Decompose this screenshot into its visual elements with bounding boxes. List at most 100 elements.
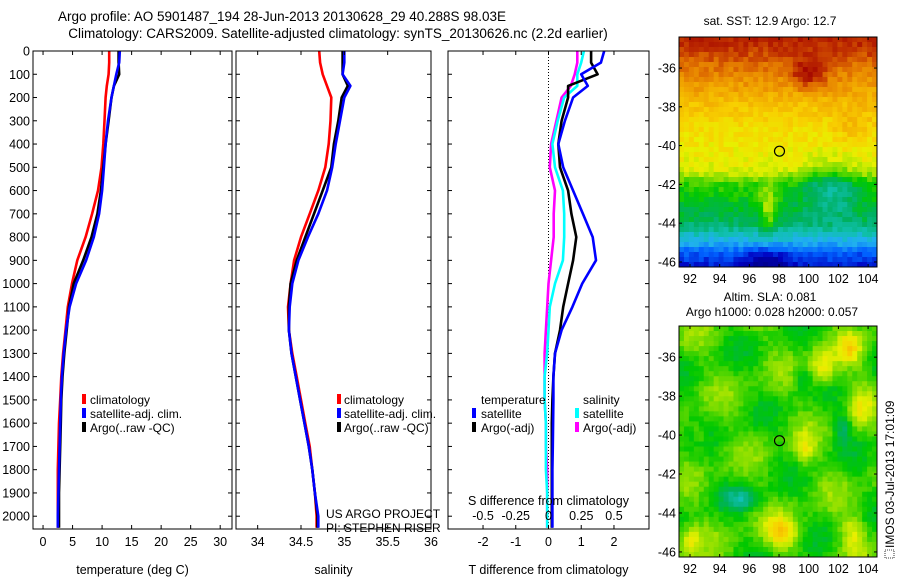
sla-cell <box>802 421 809 427</box>
sla-cell <box>842 411 848 417</box>
credit-project: US ARGO PROJECT <box>326 507 441 521</box>
sst-cell <box>802 197 809 203</box>
sst-cell <box>713 37 719 43</box>
sst-cell <box>787 177 794 183</box>
sla-cell <box>743 531 749 538</box>
sst-cell <box>842 197 848 203</box>
sst-cell <box>758 57 764 63</box>
sst-cell <box>847 257 853 263</box>
sst-cell <box>867 57 873 63</box>
sst-cell <box>683 252 690 258</box>
sst-cell <box>837 167 843 173</box>
sla-cell <box>822 511 828 518</box>
sla-cell <box>817 421 823 427</box>
sla-cell <box>817 496 823 503</box>
sst-cell <box>792 82 799 88</box>
sla-cell <box>758 376 764 382</box>
sla-cell <box>758 406 764 412</box>
sst-cell <box>743 62 749 68</box>
series-line-temperature-satellite <box>551 50 606 528</box>
sla-cell <box>679 551 685 558</box>
sla-cell <box>778 511 784 518</box>
sst-cell <box>713 147 719 153</box>
sla-cell <box>872 526 878 533</box>
sst-cell <box>842 117 848 123</box>
sla-cell <box>787 381 794 387</box>
sla-cell <box>723 536 729 543</box>
sla-cell <box>837 506 843 513</box>
sla-cell <box>802 511 809 518</box>
sst-cell <box>718 72 724 78</box>
sst-cell <box>822 77 828 83</box>
sla-cell <box>753 326 759 332</box>
sla-cell <box>763 476 769 483</box>
sst-cell <box>872 127 878 133</box>
lat-tick-label: -38 <box>658 390 676 404</box>
sla-cell <box>753 506 759 513</box>
sst-cell <box>768 187 774 193</box>
sst-cell <box>802 92 809 98</box>
sla-cell <box>807 386 814 392</box>
sst-cell <box>679 247 685 253</box>
sla-cell <box>827 331 833 337</box>
sst-cell <box>728 212 734 218</box>
sst-cell <box>872 117 878 123</box>
sst-cell <box>753 197 759 203</box>
sla-cell <box>812 351 818 357</box>
sst-cell <box>792 207 799 213</box>
sst-cell <box>768 147 774 153</box>
sst-cell <box>693 107 700 113</box>
sst-cell <box>817 247 823 253</box>
sst-cell <box>758 147 764 153</box>
sla-cell <box>778 546 784 553</box>
sla-cell <box>723 491 729 498</box>
sst-cell <box>693 102 700 108</box>
sla-cell <box>852 486 858 493</box>
sla-cell <box>703 511 710 518</box>
sla-cell <box>753 336 759 342</box>
sla-cell <box>698 441 705 447</box>
sst-cell <box>748 262 754 268</box>
sst-cell <box>822 177 828 183</box>
sst-cell <box>679 147 685 153</box>
sst-cell <box>822 142 828 148</box>
sla-cell <box>792 341 799 347</box>
sst-cell <box>862 137 868 143</box>
sla-cell <box>758 426 764 432</box>
sst-cell <box>778 187 784 193</box>
y-tick-label: 300 <box>9 114 30 128</box>
sla-cell <box>778 501 784 508</box>
sla-cell <box>718 361 724 367</box>
sst-cell <box>837 122 843 128</box>
sst-cell <box>679 242 685 248</box>
sst-cell <box>679 177 685 183</box>
sst-cell <box>837 112 843 118</box>
sst-cell <box>688 47 695 53</box>
sst-cell <box>812 42 818 48</box>
sst-cell <box>787 137 794 143</box>
sst-cell <box>763 167 769 173</box>
sla-cell <box>708 456 715 462</box>
sla-cell <box>748 461 754 468</box>
sst-cell <box>778 172 784 178</box>
sla-cell <box>867 501 873 508</box>
sla-cell <box>768 526 774 533</box>
sst-cell <box>852 102 858 108</box>
sst-cell <box>743 167 749 173</box>
sst-cell <box>768 127 774 133</box>
sst-cell <box>867 37 873 43</box>
sla-cell <box>797 401 804 407</box>
sst-cell <box>792 87 799 93</box>
sla-cell <box>748 481 754 488</box>
sla-cell <box>703 471 710 478</box>
sst-cell <box>812 62 818 68</box>
sst-cell <box>713 242 719 248</box>
sst-cell <box>827 162 833 168</box>
sla-cell <box>679 496 685 503</box>
sla-cell <box>738 411 744 417</box>
sst-cell <box>763 217 769 223</box>
sla-cell <box>862 481 868 488</box>
sst-cell <box>822 47 828 53</box>
sst-cell <box>698 182 705 188</box>
sst-cell <box>698 227 705 233</box>
